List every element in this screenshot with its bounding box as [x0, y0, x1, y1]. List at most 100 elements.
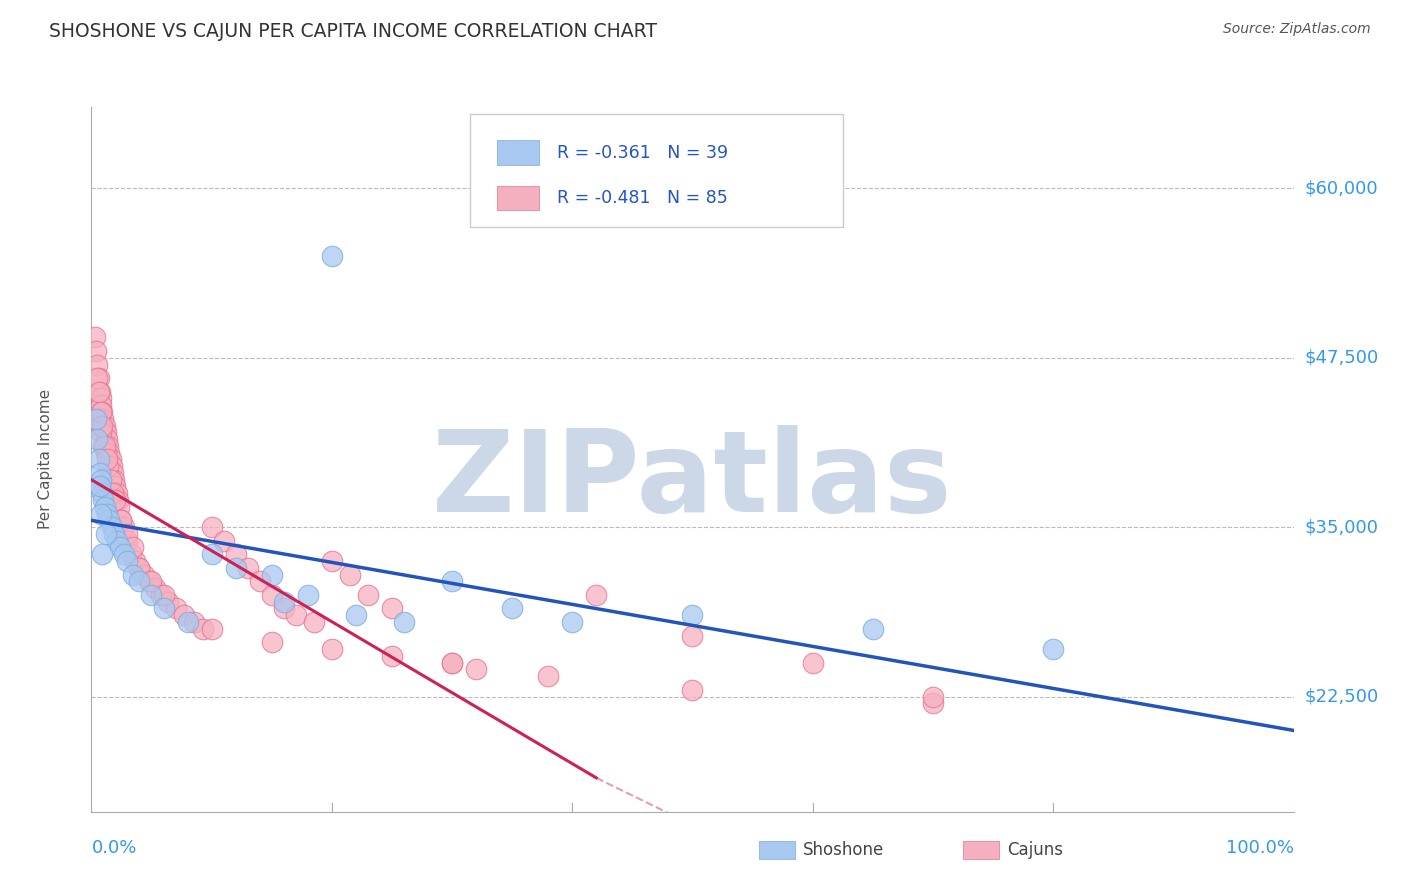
Bar	[496, 186, 538, 211]
Point	[681, 608, 703, 623]
Point	[440, 656, 463, 670]
Point	[86, 358, 108, 372]
Point	[89, 466, 111, 480]
Bar	[496, 140, 538, 165]
Point	[84, 411, 107, 425]
Point	[201, 520, 224, 534]
Point	[124, 554, 146, 568]
Point	[152, 601, 174, 615]
Point	[89, 384, 111, 399]
Point	[96, 507, 118, 521]
Point	[284, 608, 307, 623]
Point	[260, 635, 283, 649]
Point	[104, 493, 127, 508]
Point	[141, 588, 163, 602]
Point	[103, 473, 125, 487]
Point	[87, 371, 110, 385]
Point	[381, 648, 404, 663]
Point	[236, 561, 259, 575]
Point	[93, 500, 115, 514]
Point	[165, 601, 187, 615]
Point	[260, 567, 283, 582]
Point	[101, 520, 124, 534]
Point	[93, 493, 115, 508]
Point	[87, 384, 110, 399]
Point	[681, 682, 703, 697]
Point	[87, 411, 110, 425]
Point	[585, 588, 607, 602]
Point	[862, 622, 884, 636]
Point	[183, 615, 205, 629]
Point	[108, 500, 131, 514]
Point	[193, 622, 215, 636]
Point	[110, 513, 132, 527]
Point	[173, 608, 195, 623]
Text: Per Capita Income: Per Capita Income	[38, 389, 53, 530]
Point	[93, 411, 115, 425]
Point	[249, 574, 271, 589]
Point	[94, 527, 117, 541]
Point	[103, 527, 125, 541]
Point	[138, 574, 160, 589]
Point	[141, 574, 163, 589]
Point	[110, 513, 132, 527]
Text: $22,500: $22,500	[1305, 688, 1379, 706]
Point	[537, 669, 560, 683]
Point	[93, 439, 115, 453]
Text: Cajuns: Cajuns	[1008, 841, 1063, 859]
Point	[260, 588, 283, 602]
Point	[91, 547, 114, 561]
Text: $47,500: $47,500	[1305, 349, 1379, 367]
Text: $35,000: $35,000	[1305, 518, 1379, 536]
Point	[152, 588, 174, 602]
Point	[1042, 642, 1064, 657]
Point	[97, 439, 120, 453]
FancyBboxPatch shape	[470, 114, 842, 227]
Point	[122, 567, 145, 582]
Point	[321, 554, 343, 568]
Point	[122, 541, 145, 555]
Point	[94, 445, 117, 459]
Point	[440, 656, 463, 670]
Point	[150, 588, 173, 602]
Text: $60,000: $60,000	[1305, 179, 1378, 197]
Point	[90, 392, 112, 406]
Bar	[963, 840, 1000, 859]
Point	[321, 642, 343, 657]
Point	[107, 493, 129, 508]
Point	[100, 452, 122, 467]
Point	[86, 432, 108, 446]
Point	[84, 330, 107, 344]
Point	[90, 507, 112, 521]
Point	[91, 486, 114, 500]
Point	[922, 690, 945, 704]
Point	[90, 473, 112, 487]
Point	[101, 459, 124, 474]
Text: ZIPatlas: ZIPatlas	[432, 425, 953, 536]
Point	[501, 601, 523, 615]
Point	[89, 418, 111, 433]
Point	[120, 547, 142, 561]
Point	[801, 656, 824, 670]
Point	[93, 439, 115, 453]
Point	[157, 595, 180, 609]
Point	[339, 567, 361, 582]
Text: R = -0.481   N = 85: R = -0.481 N = 85	[557, 189, 727, 207]
Point	[176, 615, 198, 629]
Point	[440, 574, 463, 589]
Point	[128, 561, 150, 575]
Point	[112, 547, 135, 561]
Point	[273, 601, 295, 615]
Point	[96, 452, 118, 467]
Point	[681, 628, 703, 642]
Bar	[759, 840, 794, 859]
Point	[84, 343, 107, 358]
Point	[302, 615, 325, 629]
Text: Shoshone: Shoshone	[803, 841, 884, 859]
Point	[212, 533, 235, 548]
Point	[104, 479, 127, 493]
Point	[101, 466, 124, 480]
Point	[98, 445, 121, 459]
Point	[922, 696, 945, 710]
Point	[105, 486, 128, 500]
